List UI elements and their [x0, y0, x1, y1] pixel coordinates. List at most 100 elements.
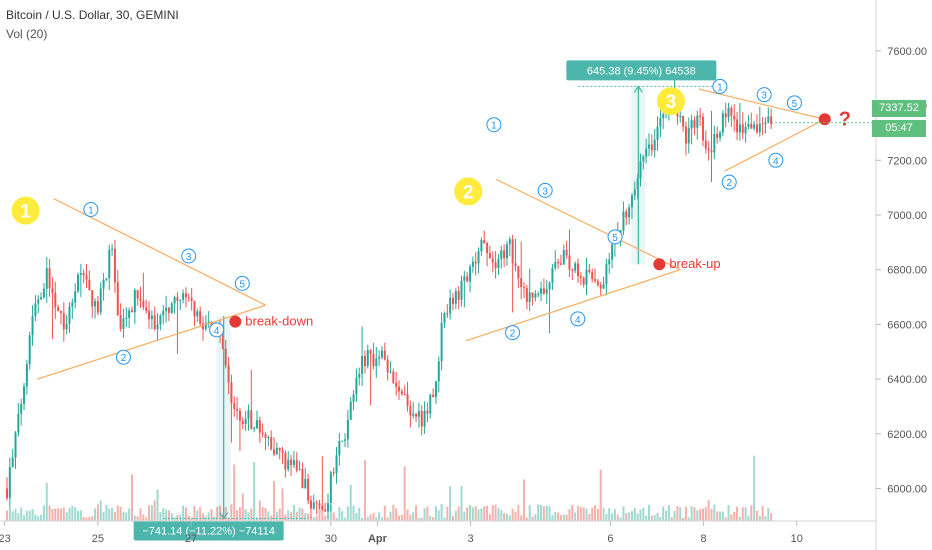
candle-body [432, 394, 435, 397]
volume-bar [599, 469, 602, 521]
candle-body [602, 284, 605, 289]
candle-body [551, 267, 554, 283]
candle-body [710, 150, 713, 153]
candle-body [713, 133, 716, 153]
candle-body [378, 357, 381, 359]
volume-bar [344, 517, 347, 521]
volume-bar [770, 513, 773, 521]
volume-bar [508, 515, 511, 521]
candle-body [645, 148, 648, 157]
candle-body [540, 288, 543, 294]
candle-body [326, 503, 329, 512]
candle-body [59, 310, 62, 314]
candle-body [11, 457, 14, 467]
volume-bar [196, 510, 199, 521]
price-tick-label: 6400.00 [887, 374, 927, 386]
candle-body [562, 249, 565, 265]
candle-body [273, 449, 276, 455]
breakout-label: ? [839, 108, 851, 130]
candle-body [68, 306, 71, 324]
candle-body [517, 265, 520, 279]
volume-bar [292, 505, 295, 521]
volume-bar [699, 509, 702, 521]
candle-body [307, 478, 310, 501]
volume-bar [537, 504, 540, 521]
volume-bar [108, 508, 111, 521]
volume-bar [724, 517, 727, 521]
candle-body [585, 269, 588, 285]
candle-body [309, 500, 312, 509]
candle-body [605, 264, 608, 285]
volume-bar [727, 504, 730, 521]
candle-body [650, 144, 653, 151]
chart-title: Bitcoin / U.S. Dollar, 30, GEMINI [6, 8, 179, 22]
measure-label: −741.14 (−11.22%) −74114 [142, 526, 275, 538]
candle-body [434, 381, 437, 397]
volume-bar [687, 517, 690, 521]
volume-bar [648, 504, 651, 521]
price-tick-label: 7600.00 [887, 46, 927, 58]
candle-body [349, 401, 352, 420]
candle-body [267, 437, 270, 439]
candle-body [304, 478, 307, 489]
candle-body [241, 420, 244, 425]
candle-body [255, 420, 258, 429]
candle-body [574, 263, 577, 271]
candle-body [358, 373, 361, 378]
candle-body [119, 315, 122, 329]
volume-bar [701, 508, 704, 521]
candle-body [77, 274, 80, 292]
volume-bar [551, 515, 554, 521]
time-tick-label: 23 [0, 533, 11, 545]
candle-body [488, 253, 491, 259]
candle-body [642, 156, 645, 162]
volume-bar [210, 509, 213, 521]
volume-bar [25, 510, 28, 521]
breakout-dot [653, 258, 666, 271]
volume-bar [5, 510, 8, 521]
candle-body [261, 432, 264, 435]
candle-body [523, 287, 526, 289]
candle-body [341, 440, 344, 442]
volume-bar [62, 507, 65, 521]
volume-bar [667, 504, 670, 521]
candle-body [375, 358, 378, 367]
volume-bar [457, 506, 460, 521]
volume-bar [386, 517, 389, 521]
candle-body [500, 250, 503, 259]
volume-bar [616, 514, 619, 521]
volume-bar [611, 513, 614, 521]
volume-bar [378, 512, 381, 521]
volume-bar [679, 507, 682, 521]
candle-body [531, 292, 534, 298]
candle-body [42, 288, 45, 298]
candle-body [406, 394, 409, 406]
candle-body [199, 311, 202, 324]
candle-body [684, 126, 687, 144]
volume-bar [91, 516, 94, 521]
candle-body [167, 307, 170, 313]
candle-body [202, 323, 205, 330]
candle-body [755, 124, 758, 133]
candle-body [196, 311, 199, 317]
volume-bar [307, 513, 310, 521]
candle-body [443, 313, 446, 323]
candle-body [420, 411, 423, 427]
volume-bar [11, 511, 14, 521]
candle-body [173, 297, 176, 304]
volume-bar [130, 474, 133, 521]
candle-body [48, 268, 51, 289]
candle-body [398, 386, 401, 392]
volume-bar [568, 509, 571, 521]
candle-body [520, 278, 523, 288]
volume-bar [474, 506, 477, 521]
volume-bar [392, 504, 395, 521]
volume-bar [559, 515, 562, 521]
candle-body [25, 364, 28, 387]
candle-body [679, 116, 682, 118]
volume-bar [17, 513, 20, 521]
candle-body [648, 144, 651, 149]
volume-bar [434, 506, 437, 521]
candle-body [400, 391, 403, 395]
